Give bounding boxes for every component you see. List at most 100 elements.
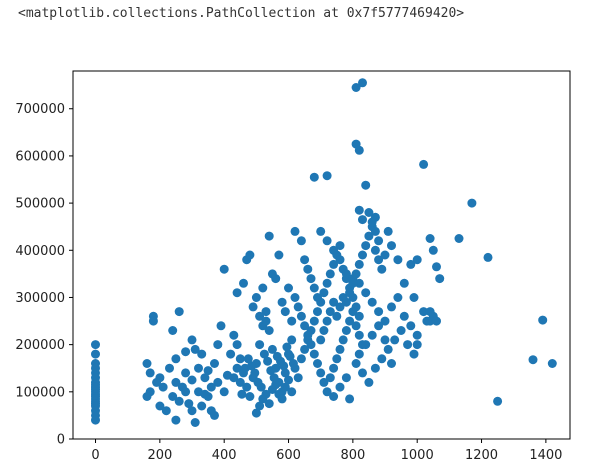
scatter-point bbox=[351, 321, 361, 331]
scatter-point bbox=[245, 392, 255, 401]
scatter-point bbox=[287, 335, 297, 345]
scatter-point bbox=[266, 366, 276, 376]
scatter-point bbox=[155, 401, 165, 411]
scatter-point bbox=[377, 264, 387, 274]
scatter-point bbox=[190, 418, 200, 427]
scatter-point bbox=[341, 326, 351, 335]
scatter-point bbox=[261, 307, 271, 317]
scatter-point bbox=[341, 297, 351, 307]
scatter-point bbox=[232, 363, 242, 373]
scatter-point bbox=[322, 316, 332, 326]
scatter-point bbox=[354, 278, 364, 288]
scatter-point bbox=[345, 316, 355, 326]
output-repr-text: <matplotlib.collections.PathCollection a… bbox=[18, 6, 465, 21]
scatter-point bbox=[271, 274, 281, 284]
scatter-point bbox=[367, 330, 377, 340]
scatter-point bbox=[255, 340, 265, 350]
scatter-point bbox=[335, 255, 345, 265]
scatter-point bbox=[303, 330, 313, 340]
scatter-point bbox=[290, 226, 300, 236]
scatter-point bbox=[91, 349, 100, 359]
scatter-point bbox=[348, 307, 358, 317]
scatter-point bbox=[432, 262, 441, 272]
scatter-point bbox=[300, 321, 310, 331]
scatter-point bbox=[264, 326, 274, 335]
scatter-point bbox=[279, 361, 289, 371]
scatter-point bbox=[255, 401, 265, 411]
scatter-point bbox=[293, 373, 303, 383]
scatter-point bbox=[483, 252, 493, 262]
scatter-point bbox=[354, 311, 364, 321]
scatter-point bbox=[374, 255, 384, 265]
scatter-point bbox=[399, 278, 409, 288]
scatter-point bbox=[380, 335, 390, 345]
scatter-point bbox=[248, 302, 258, 312]
points-layer bbox=[91, 78, 557, 427]
scatter-point bbox=[364, 231, 374, 241]
scatter-point bbox=[229, 330, 239, 340]
scatter-point bbox=[396, 326, 406, 335]
y-tick-label: 400000 bbox=[15, 244, 65, 259]
scatter-point bbox=[325, 307, 335, 317]
scatter-point bbox=[168, 392, 178, 401]
scatter-point bbox=[263, 356, 273, 366]
scatter-point bbox=[174, 396, 184, 406]
scatter-point bbox=[361, 241, 371, 251]
scatter-point bbox=[345, 288, 355, 298]
scatter-point bbox=[290, 293, 300, 302]
scatter-point bbox=[255, 311, 265, 321]
scatter-point bbox=[181, 368, 191, 378]
scatter-point bbox=[142, 392, 152, 401]
scatter-point bbox=[306, 274, 316, 284]
scatter-point bbox=[285, 351, 295, 361]
scatter-point bbox=[197, 401, 207, 411]
scatter-point bbox=[274, 250, 284, 260]
scatter-point bbox=[269, 373, 279, 383]
scatter-point bbox=[367, 297, 377, 307]
y-axis: 0 100000 200000 300000 400000 500000 600000 700… bbox=[15, 102, 73, 448]
scatter-point bbox=[287, 316, 297, 326]
scatter-point bbox=[428, 245, 438, 255]
scatter-point bbox=[145, 368, 155, 378]
scatter-point bbox=[287, 387, 297, 397]
scatter-point bbox=[425, 234, 435, 243]
scatter-point bbox=[358, 78, 367, 88]
y-tick-label: 300000 bbox=[15, 291, 65, 306]
scatter-point bbox=[247, 361, 256, 371]
scatter-point bbox=[210, 410, 219, 420]
scatter-point bbox=[250, 368, 260, 378]
plot-frame bbox=[72, 70, 571, 440]
scatter-point bbox=[338, 335, 348, 345]
scatter-point bbox=[403, 340, 413, 350]
scatter-point bbox=[383, 226, 393, 236]
scatter-point bbox=[412, 330, 422, 340]
scatter-point bbox=[419, 307, 429, 317]
x-tick-label: 800 bbox=[340, 448, 365, 463]
scatter-point bbox=[454, 234, 464, 243]
scatter-point bbox=[235, 377, 245, 387]
scatter-point bbox=[435, 274, 445, 284]
scatter-point bbox=[361, 340, 371, 350]
scatter-point bbox=[309, 283, 319, 293]
scatter-point bbox=[322, 387, 332, 397]
scatter-point bbox=[422, 316, 432, 326]
scatter-point bbox=[245, 250, 255, 260]
scatter-point bbox=[303, 264, 313, 274]
scatter-point bbox=[412, 255, 422, 265]
y-tick-label: 700000 bbox=[15, 102, 65, 117]
scatter-point bbox=[341, 373, 351, 383]
scatter-point bbox=[361, 288, 371, 298]
scatter-point bbox=[332, 354, 342, 364]
scatter-point bbox=[370, 245, 380, 255]
scatter-point bbox=[219, 387, 229, 397]
scatter-point bbox=[203, 366, 213, 376]
scatter-point bbox=[261, 316, 271, 326]
scatter-point bbox=[329, 245, 339, 255]
scatter-point bbox=[300, 255, 310, 265]
scatter-point bbox=[213, 377, 223, 387]
scatter-point bbox=[351, 83, 361, 92]
scatter-point bbox=[258, 283, 268, 293]
x-tick-label: 0 bbox=[91, 448, 99, 463]
scatter-point bbox=[358, 368, 367, 378]
scatter-point bbox=[319, 377, 329, 387]
